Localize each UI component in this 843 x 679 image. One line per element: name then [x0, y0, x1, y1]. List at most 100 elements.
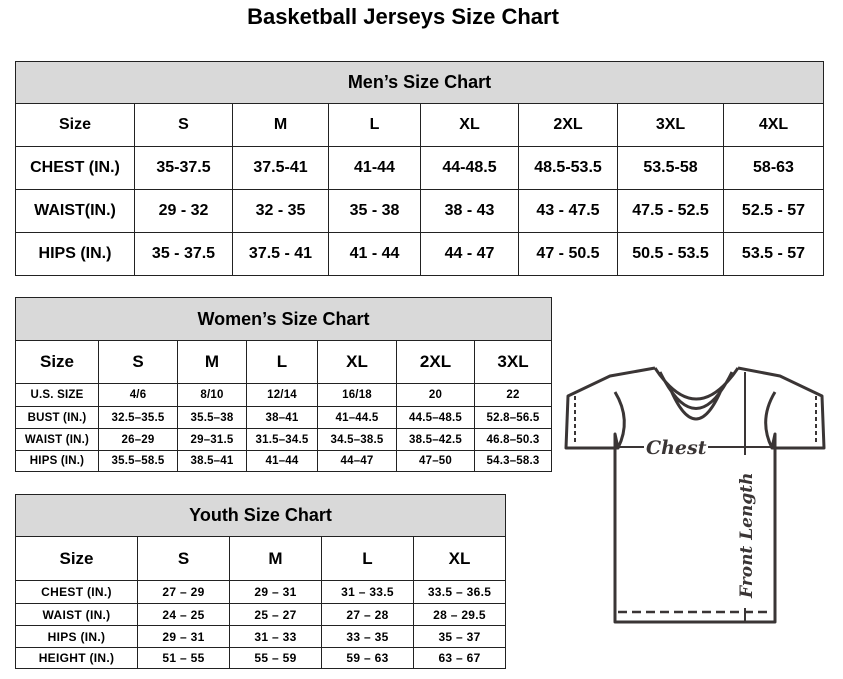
table-cell: 31 – 33.5 — [321, 580, 414, 604]
table-cell: 50.5 - 53.5 — [617, 232, 724, 276]
shirt-collar — [653, 367, 740, 421]
size-s-header: S — [137, 536, 230, 581]
table-cell: 34.5–38.5 — [317, 428, 397, 451]
table-cell: 20 — [396, 383, 475, 407]
table-cell: 27 – 28 — [321, 603, 414, 626]
women-chart-title: Women’s Size Chart — [14, 297, 553, 341]
table-cell: 54.3–58.3 — [473, 450, 553, 472]
table-row: WAIST (IN.) 24 – 25 25 – 27 27 – 28 28 – 29.… — [15, 603, 507, 626]
table-cell: 33 – 35 — [321, 625, 414, 648]
chest-label: Chest — [646, 437, 707, 459]
size-s-header: S — [134, 103, 233, 147]
table-cell: 35.5–58.5 — [98, 450, 178, 472]
table-cell: 35.5–38 — [177, 406, 247, 429]
table-cell: 32.5–35.5 — [98, 406, 178, 429]
size-column-header: Size — [15, 103, 135, 147]
table-row: CHEST (IN.) 27 – 29 29 – 31 31 – 33.5 33.5 –… — [15, 580, 507, 604]
table-cell: 41-44 — [328, 146, 421, 190]
table-row: HIPS (IN.) 35.5–58.5 38.5–41 41–44 44–47 47–5… — [15, 450, 553, 472]
table-cell: 43 - 47.5 — [518, 189, 618, 233]
table-cell: 35 - 37.5 — [134, 232, 233, 276]
table-row: U.S. SIZE 4/6 8/10 12/14 16/18 20 22 — [15, 383, 553, 407]
table-cell: 59 – 63 — [321, 647, 414, 669]
table-cell: 35-37.5 — [134, 146, 233, 190]
size-header-row: Size S M L XL 2XL 3XL 4XL — [15, 103, 824, 147]
row-label: HIPS (IN.) — [15, 450, 99, 472]
table-cell: 4/6 — [98, 383, 178, 407]
row-label: CHEST (IN.) — [15, 146, 135, 190]
table-cell: 12/14 — [246, 383, 318, 407]
table-cell: 16/18 — [317, 383, 397, 407]
size-column-header: Size — [15, 536, 138, 581]
table-cell: 46.8–50.3 — [473, 428, 553, 451]
size-4xl-header: 4XL — [723, 103, 824, 147]
table-cell: 52.5 - 57 — [723, 189, 824, 233]
table-cell: 47 - 50.5 — [518, 232, 618, 276]
table-cell: 28 – 29.5 — [412, 603, 507, 626]
table-cell: 44.5–48.5 — [396, 406, 475, 429]
womens-size-table: Women’s Size Chart Size S M L XL 2XL 3XL U.S. SI… — [14, 297, 553, 472]
table-row: WAIST(IN.) 29 - 32 32 - 35 35 - 38 38 - 43 43… — [15, 189, 824, 233]
size-header-row: Size S M L XL 2XL 3XL — [15, 340, 553, 384]
size-m-header: M — [177, 340, 247, 384]
table-cell: 29 - 32 — [134, 189, 233, 233]
size-column-header: Size — [15, 340, 99, 384]
table-cell: 31 – 33 — [229, 625, 322, 648]
table-row: HEIGHT (IN.) 51 – 55 55 – 59 59 – 63 63 – 67 — [15, 647, 507, 669]
youth-size-table: Youth Size Chart Size S M L XL CHEST (IN.) 27 –… — [14, 494, 507, 669]
table-cell: 51 – 55 — [137, 647, 230, 669]
table-row: HIPS (IN.) 29 – 31 31 – 33 33 – 35 35 – 37 — [15, 625, 507, 648]
table-cell: 29 – 31 — [229, 580, 322, 604]
size-xl-header: XL — [420, 103, 519, 147]
table-cell: 53.5-58 — [617, 146, 724, 190]
size-l-header: L — [321, 536, 414, 581]
table-cell: 58-63 — [723, 146, 824, 190]
table-cell: 52.8–56.5 — [473, 406, 553, 429]
table-cell: 35 – 37 — [412, 625, 507, 648]
table-cell: 47.5 - 52.5 — [617, 189, 724, 233]
size-3xl-header: 3XL — [473, 340, 553, 384]
row-label: WAIST (IN.) — [15, 603, 138, 626]
table-cell: 44-48.5 — [420, 146, 519, 190]
table-cell: 41–44 — [246, 450, 318, 472]
size-header-row: Size S M L XL — [15, 536, 507, 581]
table-cell: 31.5–34.5 — [246, 428, 318, 451]
table-cell: 27 – 29 — [137, 580, 230, 604]
table-cell: 38 - 43 — [420, 189, 519, 233]
size-2xl-header: 2XL — [518, 103, 618, 147]
table-cell: 55 – 59 — [229, 647, 322, 669]
row-label: HIPS (IN.) — [15, 625, 138, 648]
row-label: BUST (IN.) — [15, 406, 99, 429]
table-row: WAIST (IN.) 26–29 29–31.5 31.5–34.5 34.5–38.… — [15, 428, 553, 451]
table-row: CHEST (IN.) 35-37.5 37.5-41 41-44 44-48.5 48.… — [15, 146, 824, 190]
size-3xl-header: 3XL — [617, 103, 724, 147]
size-l-header: L — [246, 340, 318, 384]
table-cell: 33.5 – 36.5 — [412, 580, 507, 604]
sleeve-seam-right — [764, 391, 777, 449]
row-label: CHEST (IN.) — [15, 580, 138, 604]
table-cell: 37.5-41 — [232, 146, 329, 190]
table-cell: 41 - 44 — [328, 232, 421, 276]
table-cell: 63 – 67 — [412, 647, 507, 669]
table-cell: 44–47 — [317, 450, 397, 472]
table-cell: 25 – 27 — [229, 603, 322, 626]
men-chart-title: Men’s Size Chart — [15, 61, 824, 104]
table-cell: 29 – 31 — [137, 625, 230, 648]
table-cell: 41–44.5 — [317, 406, 397, 429]
table-cell: 47–50 — [396, 450, 475, 472]
table-cell: 44 - 47 — [420, 232, 519, 276]
table-cell: 32 - 35 — [232, 189, 329, 233]
table-cell: 8/10 — [177, 383, 247, 407]
table-cell: 24 – 25 — [137, 603, 230, 626]
jersey-diagram: Chest Front Length — [564, 366, 826, 624]
row-label: WAIST (IN.) — [15, 428, 99, 451]
table-cell: 37.5 - 41 — [232, 232, 329, 276]
row-label: U.S. SIZE — [15, 383, 99, 407]
page-title: Basketball Jerseys Size Chart — [247, 4, 559, 29]
table-cell: 29–31.5 — [177, 428, 247, 451]
table-cell: 22 — [473, 383, 553, 407]
table-row: BUST (IN.) 32.5–35.5 35.5–38 38–41 41–44.5 44… — [15, 406, 553, 429]
size-m-header: M — [232, 103, 329, 147]
table-cell: 35 - 38 — [328, 189, 421, 233]
size-xl-header: XL — [412, 536, 507, 581]
